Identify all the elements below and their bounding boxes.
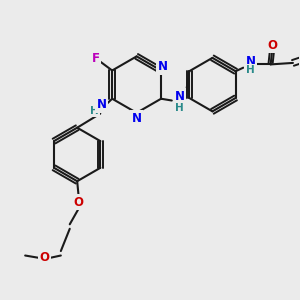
Text: H: H	[90, 106, 99, 116]
Text: F: F	[92, 52, 100, 64]
Text: O: O	[40, 251, 50, 264]
Text: N: N	[132, 112, 142, 125]
Text: N: N	[175, 90, 185, 103]
Text: N: N	[158, 60, 168, 74]
Text: N: N	[245, 55, 255, 68]
Text: O: O	[267, 39, 277, 52]
Text: O: O	[74, 196, 84, 208]
Text: N: N	[97, 98, 107, 111]
Text: H: H	[246, 65, 255, 75]
Text: H: H	[176, 103, 184, 112]
